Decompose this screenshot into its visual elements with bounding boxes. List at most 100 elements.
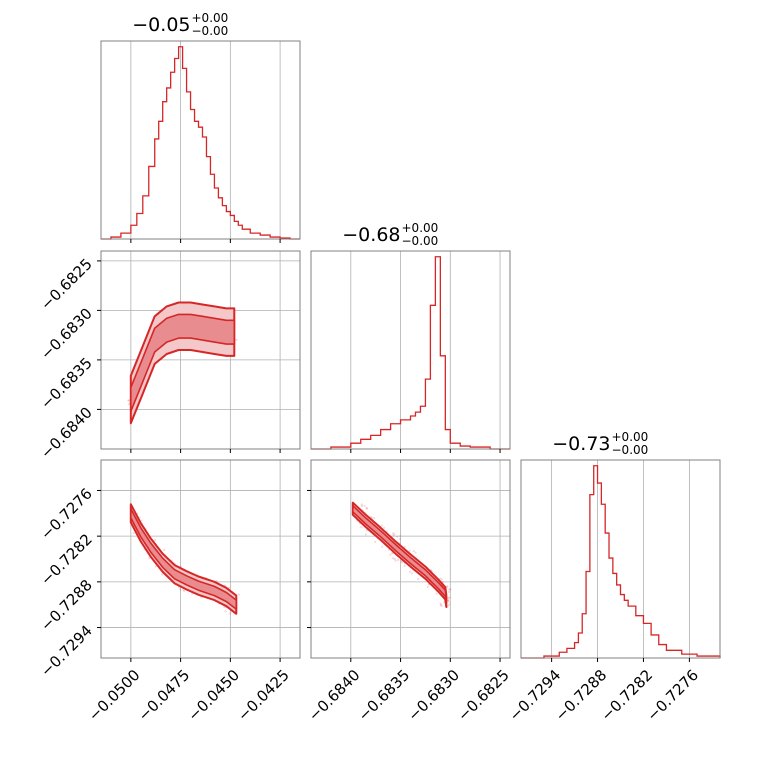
- pair-2-1-sample: [396, 535, 399, 538]
- pair-2-0-sample: [179, 588, 182, 591]
- hist-1-steps: [311, 256, 510, 450]
- pair-2-1-sample: [374, 540, 377, 543]
- pair-2-1-sample: [381, 545, 384, 548]
- pair-2-1-sample: [440, 578, 443, 581]
- pair-2-1-sample: [363, 504, 366, 508]
- pair-2-1-sample: [447, 596, 450, 600]
- pair-2-0-xtick-label-3: −0.0425: [234, 666, 293, 725]
- pair-2-1-sample: [403, 545, 406, 549]
- pair-2-1-sample: [403, 564, 406, 567]
- pair-2-1-sample: [439, 603, 442, 606]
- pair-2-1-sample: [394, 559, 397, 562]
- pair-2-1-sample: [391, 532, 395, 535]
- pair-1-0-frame: [100, 250, 301, 450]
- pair-2-1-sample: [360, 504, 363, 507]
- pair-2-0-sample: [237, 593, 241, 596]
- pair-1-0-sample: [128, 399, 131, 402]
- pair-2-0-sample: [132, 531, 135, 535]
- pair-2-1-sample: [447, 590, 451, 593]
- hist-1-frame: [310, 250, 511, 450]
- pair-2-0-xtick-label-0: −0.0500: [85, 666, 144, 725]
- pair-2-1-sample: [446, 604, 450, 607]
- pair-2-1-xtick-label-0: −0.6840: [305, 666, 364, 725]
- pair-2-0-density: [129, 503, 241, 615]
- pair-2-1-sample: [448, 588, 451, 591]
- pair-2-0-grid: [101, 460, 300, 658]
- pair-2-1-sample: [400, 561, 404, 564]
- hist-0-title-plus: +0.00: [192, 11, 229, 25]
- pair-2-1-sample: [448, 603, 451, 606]
- pair-2-0-sample: [160, 573, 164, 576]
- pair-2-0-sample: [148, 556, 151, 560]
- pair-2-0-sample: [182, 588, 185, 592]
- hist-2-title-minus: −0.00: [612, 443, 649, 457]
- hist-0-steps: [101, 46, 300, 240]
- pair-2-0-sample: [140, 519, 143, 522]
- pair-2-1-sample: [365, 507, 368, 510]
- hist-2-steps: [521, 465, 721, 659]
- pair-1-0-sample: [127, 402, 131, 406]
- pair-2-1-sample: [393, 557, 396, 561]
- pair-2-1-sample: [426, 585, 429, 589]
- pair-2-1-sample: [389, 553, 392, 556]
- pair-2-1-sample: [366, 507, 369, 510]
- hist-1-title-value: −0.68: [342, 224, 400, 246]
- pair-2-1-sample: [360, 526, 363, 529]
- pair-2-0-sample: [154, 565, 157, 568]
- pair-2-0-xtick-label-1: −0.0475: [135, 666, 194, 725]
- pair-2-0-sample: [229, 612, 232, 615]
- hist-1-title-minus: −0.00: [402, 234, 439, 248]
- pair-2-1-xtick-label-2: −0.6830: [404, 666, 463, 725]
- hist-0-title-minus: −0.00: [192, 24, 229, 38]
- pair-1-0-sample: [235, 338, 238, 341]
- hist-2-grid: [551, 460, 690, 658]
- hist-2-frame: [520, 459, 721, 659]
- pair-2-1-density: [351, 501, 452, 609]
- hist-0-title: −0.05 +0.00−0.00: [132, 11, 228, 38]
- hist-1-title-plus: +0.00: [402, 221, 439, 235]
- pair-2-0-sample: [153, 539, 157, 542]
- pair-1-0-ytick-label-2: −0.6830: [37, 305, 96, 364]
- pair-1-0-density: [127, 301, 238, 425]
- pair-2-1-sample: [435, 592, 438, 595]
- hist-0-frame: [100, 40, 301, 240]
- pair-2-1-sample: [383, 526, 386, 529]
- pair-2-1-sample: [446, 599, 450, 602]
- pair-2-0-sample: [183, 589, 186, 592]
- pair-2-1-sample: [446, 599, 450, 602]
- pair-2-1-sample: [392, 534, 395, 537]
- pair-2-1-sample: [447, 600, 450, 603]
- pair-2-0-sample: [223, 606, 226, 609]
- hist-2-title-plus: +0.00: [612, 430, 649, 444]
- hist-0-grid: [130, 41, 281, 239]
- hist-0-title-value: −0.05: [132, 14, 190, 36]
- pair-2-1-sample: [390, 551, 394, 555]
- pair-2-1-sample: [410, 572, 414, 575]
- pair-2-1-sample: [393, 533, 396, 536]
- hist-2-title-value: −0.73: [552, 433, 610, 455]
- pair-1-0-ytick-label-0: −0.6840: [37, 404, 96, 463]
- pair-2-0-contour-inner: [130, 507, 238, 611]
- pair-2-1-sample: [364, 533, 367, 536]
- pair-2-1-sample: [380, 524, 384, 527]
- pair-2-1-sample: [412, 550, 415, 553]
- pair-1-0-sample: [127, 399, 130, 402]
- pair-2-1-sample: [414, 551, 417, 554]
- pair-2-1-sample: [360, 503, 363, 506]
- pair-2-1-sample: [439, 577, 442, 580]
- pair-2-1-sample: [399, 534, 402, 538]
- pair-2-1-sample: [409, 570, 412, 573]
- pair-2-1-sample: [391, 557, 395, 560]
- pair-2-1-sample: [440, 604, 443, 608]
- pair-2-1-contour-inner: [352, 504, 448, 605]
- hist-1-grid: [350, 251, 501, 449]
- pair-2-1-sample: [396, 558, 400, 562]
- pair-2-1-sample: [449, 588, 452, 591]
- pair-2-1-sample: [446, 585, 449, 588]
- pair-2-0-sample: [224, 610, 227, 613]
- pair-2-1-xtick-label-3: −0.6825: [454, 666, 513, 725]
- pair-2-1-sample: [417, 577, 420, 581]
- pair-2-1-sample: [448, 596, 451, 599]
- pair-2-1-grid: [311, 460, 510, 658]
- pair-2-1-frame: [310, 459, 511, 659]
